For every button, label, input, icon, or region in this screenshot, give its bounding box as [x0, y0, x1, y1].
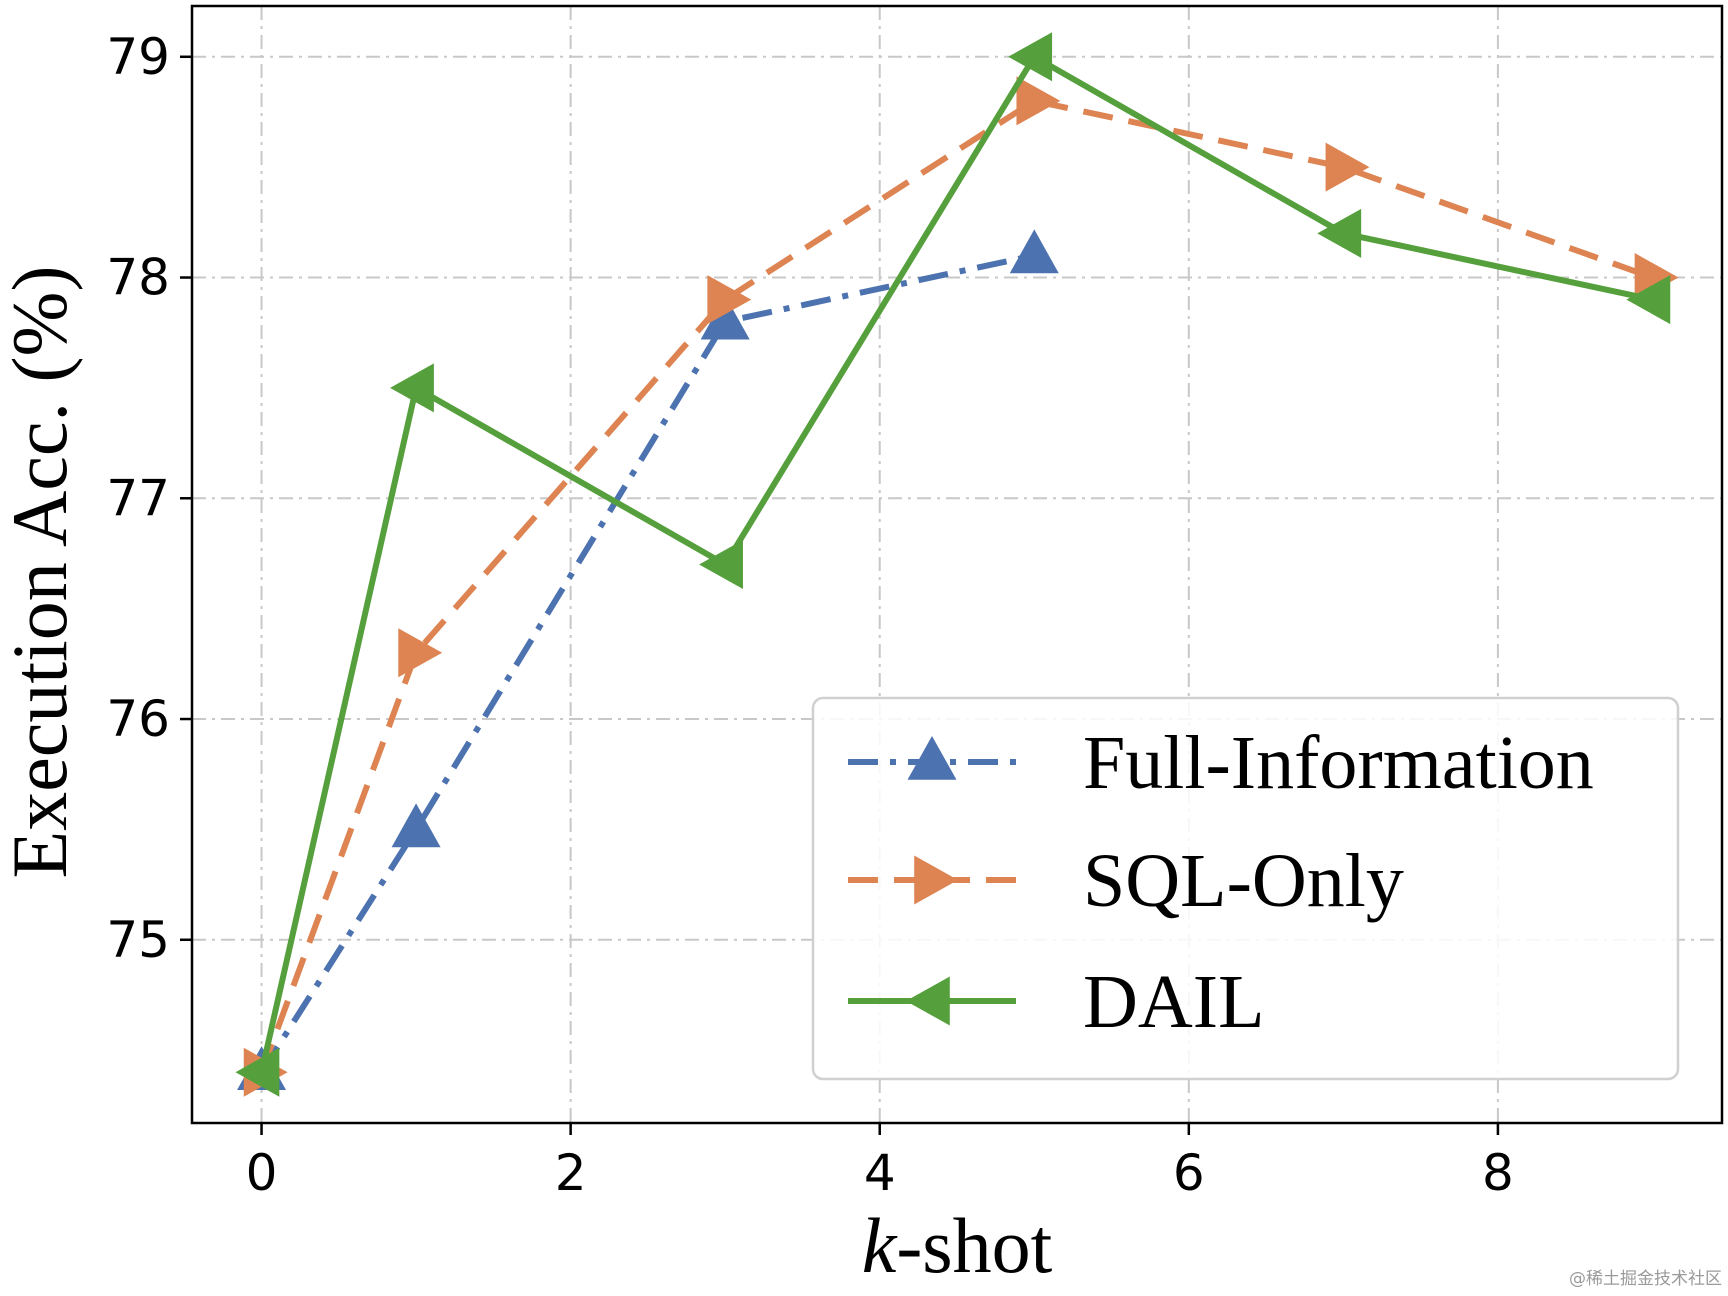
- x-tick-label: 8: [1482, 1144, 1514, 1202]
- y-axis-ticks: 75 76 77 78 79: [106, 28, 192, 969]
- data-point-dail: [235, 1047, 280, 1097]
- series-layer: [235, 32, 1679, 1097]
- x-tick-label: 4: [864, 1144, 896, 1202]
- x-tick-label: 2: [555, 1144, 587, 1202]
- legend-marker-full-information: [907, 735, 957, 780]
- legend-box: [811, 696, 1680, 1081]
- series-line-full-information: [259, 252, 1035, 1074]
- series-dail: [235, 32, 1671, 1097]
- legend-label-dail: DAIL: [1083, 960, 1265, 1044]
- legend-marker-dail: [905, 976, 950, 1026]
- legend-entry-dail: DAIL: [848, 960, 1265, 1044]
- data-point-sql-only: [707, 275, 752, 325]
- data-point-full-information: [1009, 229, 1059, 274]
- y-tick-label: 75: [106, 911, 170, 969]
- x-tick-label: 0: [246, 1144, 278, 1202]
- y-tick-label: 76: [106, 690, 170, 748]
- y-tick-label: 77: [106, 469, 170, 527]
- legend-entry-sql-only: SQL-Only: [848, 839, 1404, 923]
- data-point-sql-only: [1325, 142, 1370, 192]
- legend-label-full-information: Full-Information: [1083, 721, 1594, 805]
- legend: Full-Information SQL-Only DAIL: [811, 696, 1680, 1081]
- series-line-dail: [258, 52, 1654, 1073]
- series-line-sql-only: [258, 97, 1654, 1074]
- y-tick-label: 79: [106, 28, 170, 86]
- legend-entry-full-information: Full-Information: [848, 721, 1594, 805]
- y-tick-label: 78: [106, 249, 170, 307]
- plot-frame: [190, 4, 1724, 1125]
- series-sql-only: [243, 76, 1679, 1097]
- data-point-dail: [1626, 275, 1671, 325]
- watermark: @稀土掘金技术社区: [1569, 1269, 1722, 1289]
- y-axis-label: Execution Acc. (%): [0, 266, 83, 879]
- data-point-sql-only: [398, 628, 443, 678]
- data-point-sql-only: [1016, 76, 1061, 126]
- data-point-dail: [1317, 208, 1362, 258]
- x-axis-label: k-shot: [862, 1202, 1053, 1289]
- legend-marker-sql-only: [914, 855, 959, 905]
- legend-label-sql-only: SQL-Only: [1083, 839, 1404, 923]
- x-axis-label-italic: k: [862, 1202, 898, 1289]
- data-point-full-information: [391, 803, 441, 848]
- x-axis-ticks: 0 2 4 6 8: [246, 1123, 1514, 1202]
- x-tick-label: 6: [1173, 1144, 1205, 1202]
- data-point-dail: [699, 539, 743, 590]
- data-point-dail: [390, 363, 434, 413]
- x-axis-label-rest: -shot: [896, 1202, 1052, 1289]
- data-point-dail: [1008, 32, 1053, 82]
